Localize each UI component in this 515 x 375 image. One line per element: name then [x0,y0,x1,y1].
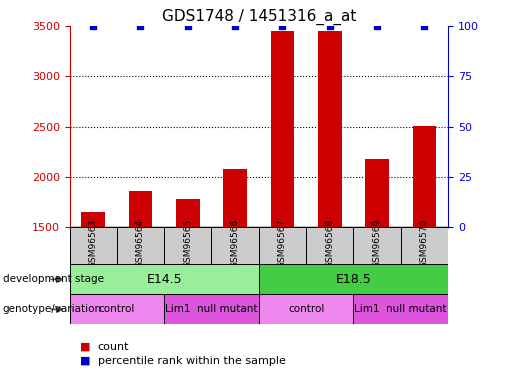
Point [373,23,381,29]
Point [325,23,334,29]
Bar [164,294,259,324]
Text: count: count [98,342,129,352]
Text: E14.5: E14.5 [146,273,182,286]
Text: Lim1  null mutant: Lim1 null mutant [165,304,258,314]
Text: percentile rank within the sample: percentile rank within the sample [98,356,286,366]
Bar [401,227,448,264]
Text: Lim1  null mutant: Lim1 null mutant [354,304,447,314]
Text: control: control [288,304,324,314]
Bar [353,294,448,324]
Bar [413,126,436,227]
Text: GSM96569: GSM96569 [372,219,382,268]
Point [231,23,239,29]
Point [278,23,286,29]
Bar [176,199,200,227]
Point [420,23,428,29]
Point [89,23,97,29]
Bar [259,294,353,324]
Bar [212,227,259,264]
Text: ■: ■ [80,356,90,366]
Point [136,23,145,29]
Bar [117,227,164,264]
Bar [365,159,389,227]
Title: GDS1748 / 1451316_a_at: GDS1748 / 1451316_a_at [162,9,356,25]
Text: E18.5: E18.5 [336,273,371,286]
Bar [70,264,259,294]
Bar [306,227,353,264]
Text: GSM96566: GSM96566 [231,219,239,268]
Bar [164,227,212,264]
Bar [259,264,448,294]
Text: GSM96568: GSM96568 [325,219,334,268]
Bar [259,227,306,264]
Bar [318,31,341,227]
Text: GSM96564: GSM96564 [136,219,145,268]
Text: GSM96565: GSM96565 [183,219,192,268]
Point [184,23,192,29]
Bar [129,191,152,227]
Text: GSM96567: GSM96567 [278,219,287,268]
Text: ■: ■ [80,342,90,352]
Text: genotype/variation: genotype/variation [3,304,101,314]
Bar [70,227,117,264]
Text: control: control [99,304,135,314]
Text: development stage: development stage [3,274,104,284]
Text: GSM96570: GSM96570 [420,219,429,268]
Bar [224,169,247,227]
Bar [270,31,294,227]
Bar [70,294,164,324]
Text: GSM96563: GSM96563 [89,219,98,268]
Bar [353,227,401,264]
Bar [81,212,105,227]
